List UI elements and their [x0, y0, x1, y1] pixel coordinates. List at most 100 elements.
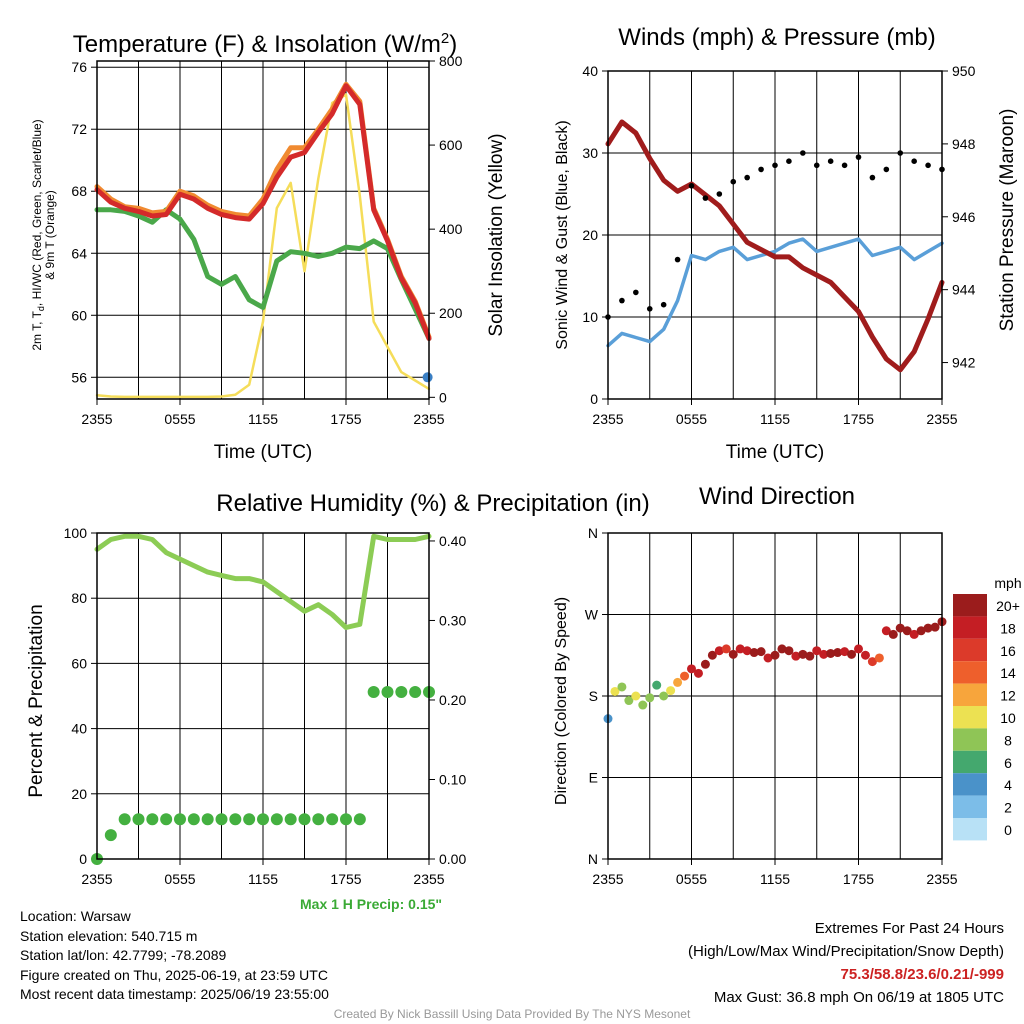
direction-point: [895, 623, 905, 633]
direction-point: [860, 650, 870, 660]
precip-point: [395, 686, 408, 699]
precip-point: [201, 813, 214, 826]
direction-point: [916, 626, 926, 636]
legend-label: 20+: [996, 598, 1020, 614]
x-tick-label: 2355: [81, 871, 112, 887]
gust-point: [911, 158, 917, 164]
x-axis-label: Time (UTC): [726, 442, 825, 463]
y-tick-label: 40: [582, 63, 598, 79]
y-tick-label: N: [588, 851, 598, 867]
y-label-part: , HI/WC (Red, Green, Scarlet/Blue): [30, 119, 44, 306]
y-tick-label: N: [588, 525, 598, 541]
direction-point: [728, 649, 738, 659]
legend-swatch: [953, 728, 987, 751]
y-label-part: 2m T, T: [30, 310, 44, 350]
title-end: ): [449, 31, 457, 58]
y-tick-label: 60: [71, 307, 87, 323]
gust-point: [841, 162, 848, 169]
legend-label: 6: [1004, 755, 1012, 771]
y2-tick-label: 0.30: [439, 612, 466, 628]
direction-point: [819, 649, 829, 659]
x-tick-label: 1755: [843, 871, 874, 887]
x-tick-label: 2355: [413, 411, 444, 427]
direction-point: [687, 664, 696, 674]
precip-point: [146, 813, 159, 826]
legend-label: 0: [1004, 822, 1012, 838]
gust-point: [786, 158, 792, 164]
pressure-line: [605, 119, 945, 373]
y-tick-label: 0: [590, 391, 598, 407]
legend-label: 10: [1000, 710, 1016, 726]
precip-point: [257, 813, 269, 826]
legend-swatch: [953, 594, 987, 617]
panel-title: Relative Humidity (%) & Precipitation (i…: [216, 490, 649, 517]
precip-point: [215, 813, 228, 826]
legend-swatch: [953, 616, 987, 639]
y2-tick-label: 946: [952, 209, 976, 225]
direction-point: [923, 623, 933, 633]
y-label-subscript: d: [36, 306, 46, 311]
x-tick-label: 0555: [676, 871, 707, 887]
direction-point: [930, 622, 940, 632]
series-line-dewpoint: [94, 207, 432, 341]
direction-point: [631, 691, 641, 701]
direction-point: [638, 700, 648, 710]
y2-tick-label: 950: [952, 63, 976, 79]
y-axis-label: Sonic Wind & Gust (Blue, Black): [554, 120, 571, 349]
gust-point: [674, 256, 681, 263]
y2-tick-label: 600: [439, 137, 463, 153]
y-tick-label: W: [585, 607, 599, 623]
direction-points: [603, 617, 947, 724]
gust-point: [827, 158, 834, 164]
legend-swatch: [953, 638, 987, 662]
recent-data-text: Most recent data timestamp: 2025/06/19 2…: [20, 986, 329, 1002]
x-tick-label: 2355: [413, 871, 444, 887]
x-tick-label: 1755: [330, 411, 361, 427]
y-tick-label: E: [589, 770, 598, 786]
legend-swatch: [953, 661, 987, 684]
y-tick-label: 20: [71, 786, 87, 802]
y2-tick-label: 0.10: [439, 771, 466, 787]
y-tick-label: 20: [582, 227, 598, 243]
direction-point: [721, 644, 731, 654]
direction-point: [867, 657, 877, 667]
direction-point: [645, 693, 655, 703]
direction-point: [784, 646, 794, 656]
gust-point: [646, 306, 653, 312]
wind-speed-legend: mph 20+ 18 16 14 12 10 8 6 4 2 0: [953, 575, 1022, 841]
x-tick-label: 1755: [843, 411, 874, 427]
precip-points: [91, 686, 435, 865]
direction-point: [840, 647, 850, 657]
y-label-line2: & 9m T (Orange): [43, 190, 57, 280]
y-tick-label: 76: [71, 59, 87, 75]
gust-point: [633, 289, 639, 296]
direction-point: [673, 677, 683, 687]
precip-point: [270, 813, 283, 826]
legend-title: mph: [994, 575, 1021, 591]
y-axis-label: 2m T, Td, HI/WC (Red, Green, Scarlet/Blu…: [30, 119, 57, 350]
precip-point: [229, 813, 242, 826]
legend-swatch: [953, 706, 987, 729]
gust-point: [702, 195, 709, 201]
y-tick-label: 0: [79, 851, 87, 867]
legend-label: 2: [1004, 800, 1012, 816]
gust-point: [800, 150, 806, 156]
location-text: Location: Warsaw: [20, 908, 131, 924]
gust-point: [730, 178, 737, 185]
legend-swatch: [953, 818, 987, 841]
max-gust-text: Max Gust: 36.8 mph On 06/19 at 1805 UTC: [713, 989, 1004, 1006]
direction-point: [909, 629, 919, 639]
direction-point: [854, 644, 863, 654]
precip-point: [118, 813, 131, 826]
series-line-temp_2m: [94, 83, 432, 341]
x-tick-label: 0555: [164, 871, 195, 887]
y-tick-label: 10: [582, 309, 598, 325]
y-tick-label: 30: [582, 145, 598, 161]
x-tick-label: 2355: [926, 411, 957, 427]
direction-point: [680, 671, 690, 681]
temperature-panel: 56 60 64 68 72 76 0 200 400 600 800 2355 0555 1155 175…: [30, 30, 507, 463]
precip-point: [174, 813, 186, 826]
direction-point: [798, 649, 808, 659]
wind-direction-panel: N E S W N 2355 0555 1155 1755 2355 Wind Direction D…: [553, 483, 958, 887]
